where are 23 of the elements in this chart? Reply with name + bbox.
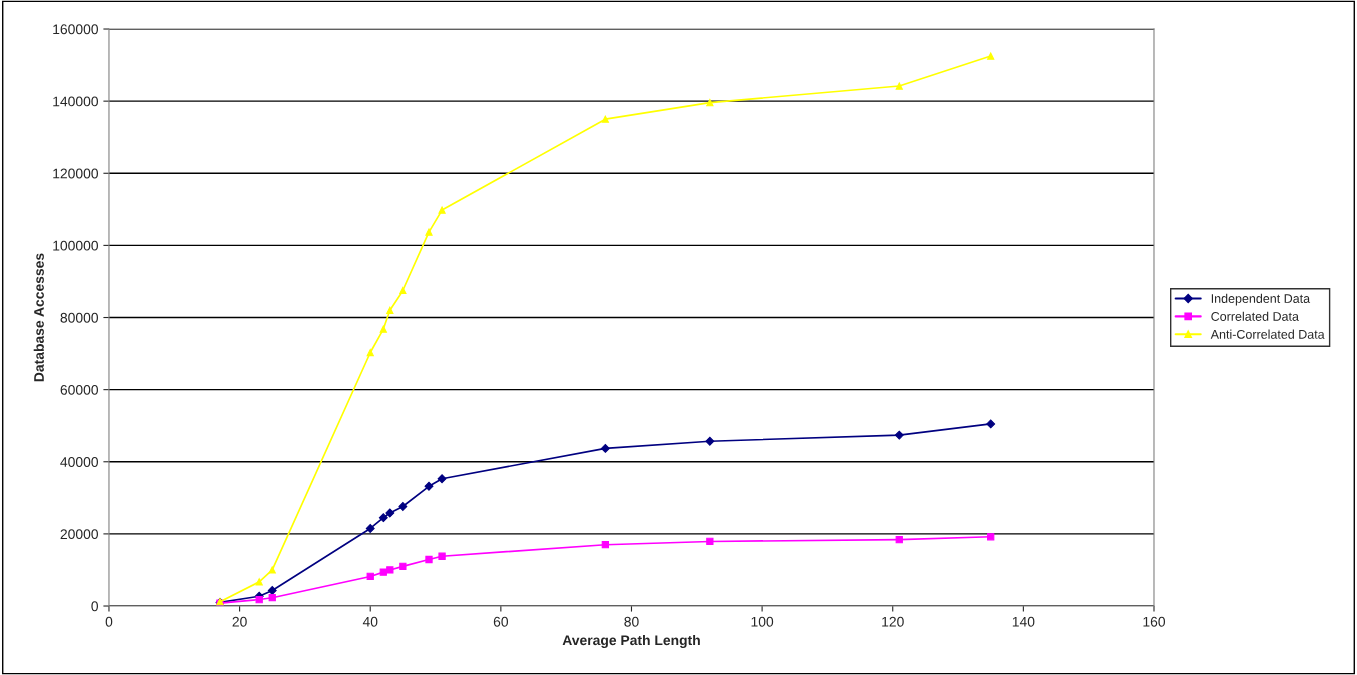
x-axis-title: Average Path Length: [562, 634, 700, 648]
y-tick-label: 80000: [60, 312, 99, 323]
y-tick-label: 140000: [53, 96, 99, 107]
legend-label: Anti-Correlated Data: [1210, 329, 1325, 339]
y-axis-title: Database Accesses: [33, 253, 44, 382]
x-tick-label: 100: [751, 616, 774, 627]
x-tick-label: 160: [1143, 616, 1166, 627]
legend-label: Independent Data: [1211, 293, 1311, 306]
y-tick-label: 0: [91, 601, 99, 612]
x-tick-label: 0: [105, 616, 113, 627]
legend-label: Correlated Data: [1211, 311, 1299, 321]
x-tick-label: 120: [882, 616, 904, 627]
x-tick-label: 80: [624, 616, 639, 627]
x-tick-label: 20: [232, 616, 247, 627]
y-tick-label: 60000: [60, 384, 99, 395]
x-tick-label: 140: [1012, 616, 1035, 627]
y-tick-label: 100000: [53, 240, 99, 251]
y-tick-label: 160000: [53, 24, 99, 35]
y-tick-label: 120000: [53, 168, 99, 179]
y-tick-label: 20000: [60, 529, 99, 540]
x-tick-label: 40: [362, 616, 378, 627]
x-tick-label: 60: [493, 616, 509, 627]
y-tick-label: 40000: [60, 457, 99, 467]
